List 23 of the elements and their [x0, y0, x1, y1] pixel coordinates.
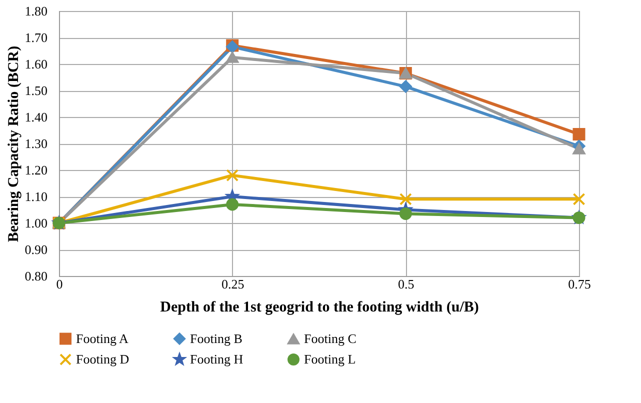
legend-label: Footing H	[190, 352, 244, 366]
y-tick-label: 1.70	[24, 30, 48, 45]
x-tick-label: 0.25	[221, 276, 244, 292]
x-tick-label: 0	[56, 276, 63, 292]
y-axis-title: Bearing Capacity Ratio (BCR)	[6, 46, 22, 242]
y-tick-label: 1.00	[24, 216, 48, 230]
y-tick-label: 1.50	[24, 83, 48, 98]
x-tick-label: 0.5	[398, 276, 414, 292]
x-tick-label: 0.75	[568, 276, 591, 292]
y-tick-label: 0.90	[24, 242, 48, 257]
legend-label: Footing C	[304, 331, 356, 346]
legend-label: Footing D	[76, 352, 130, 366]
legend-label: Footing L	[304, 352, 356, 366]
y-tick-label: 1.60	[24, 56, 48, 72]
legend-label: Footing B	[190, 330, 243, 346]
y-tick-label: 1.40	[24, 110, 48, 124]
legend-label: Footing A	[76, 330, 129, 346]
y-tick-label: 1.20	[24, 162, 48, 178]
y-tick-label: 0.80	[24, 268, 48, 284]
y-tick-label: 1.10	[24, 189, 48, 204]
x-axis-title: Depth of the 1st geogrid to the footing width (u/B)	[160, 300, 479, 316]
y-tick-label: 1.30	[24, 136, 48, 151]
y-tick-label: 1.80	[24, 4, 48, 18]
